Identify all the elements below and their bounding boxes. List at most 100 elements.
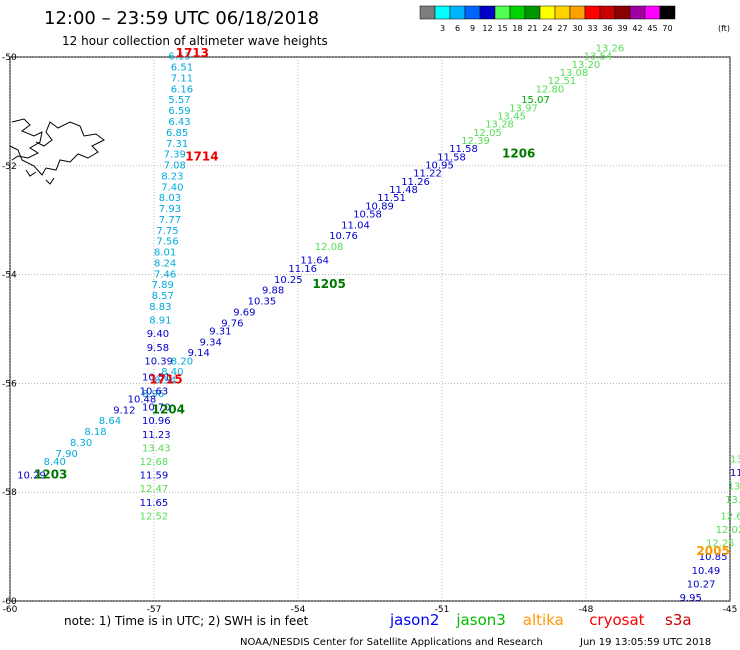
legend-swatch xyxy=(464,5,481,20)
wave-height-point: 8.01 xyxy=(154,248,176,259)
wave-height-point: 11.64 xyxy=(300,256,329,267)
time-label: 1713 xyxy=(176,46,209,60)
wave-height-point: 12.51 xyxy=(548,76,577,87)
legend-label: 18 xyxy=(512,24,522,33)
wave-height-point: 6.59 xyxy=(168,106,190,117)
wave-height-point: 10.85 xyxy=(699,552,728,563)
time-label: 1205 xyxy=(312,277,345,291)
legend-label: 3 xyxy=(440,24,445,33)
wave-height-point: 6.43 xyxy=(168,117,190,128)
legend-unit: (ft) xyxy=(718,24,730,33)
legend-swatch xyxy=(659,5,676,20)
wave-height-point: 10.63 xyxy=(140,386,169,397)
y-tick-label: -54 xyxy=(2,271,17,281)
wave-height-point: 10.76 xyxy=(329,231,358,242)
wave-height-point: 7.46 xyxy=(154,269,176,280)
legend-swatch xyxy=(629,5,646,20)
legend-label: 36 xyxy=(602,24,612,33)
wave-height-point: 12.25 xyxy=(706,539,735,550)
wave-height-point: 10.39 xyxy=(144,356,173,367)
y-tick-label: -58 xyxy=(2,488,17,498)
legend-swatch xyxy=(599,5,616,20)
wave-height-point: 13.90 xyxy=(725,495,740,506)
wave-height-point: 10.51 xyxy=(142,373,171,384)
wave-height-point: 6.85 xyxy=(166,128,188,139)
falkland-islands-landmass xyxy=(9,118,105,185)
wave-height-point: 9.14 xyxy=(188,348,210,359)
wave-height-point: 11.65 xyxy=(140,498,169,509)
legend-label: 39 xyxy=(617,24,627,33)
wave-height-point: 10.35 xyxy=(248,297,277,308)
time-labels-layer: 1713 1714 1715 1203 1204 1205 1206 2005 xyxy=(34,46,730,558)
legend-label: 27 xyxy=(557,24,567,33)
wave-height-point: 11. xyxy=(730,468,740,479)
wave-height-point: 9.31 xyxy=(209,326,231,337)
satellite-legend: jason2 jason3 altika cryosat s3a xyxy=(389,611,692,629)
satellite-label: s3a xyxy=(665,611,692,629)
wave-height-point: 11.48 xyxy=(389,185,418,196)
legend-label: 45 xyxy=(647,24,657,33)
wave-height-point: 10.29 xyxy=(17,471,46,482)
chart-title: 12:00 – 23:59 UTC 06/18/2018 xyxy=(44,8,319,29)
footer-credit: NOAA/NESDIS Center for Satellite Applica… xyxy=(240,637,543,648)
satellite-label: cryosat xyxy=(589,611,644,629)
wave-height-point: 7.90 xyxy=(56,449,78,460)
wave-height-point: 8.83 xyxy=(149,302,171,313)
wave-height-point: 8.03 xyxy=(159,193,181,204)
footer-note: note: 1) Time is in UTC; 2) SWH is in fe… xyxy=(64,614,309,628)
legend-label: 24 xyxy=(542,24,552,33)
wave-height-point: 13.28 xyxy=(485,120,514,131)
wave-height-point: 12.52 xyxy=(140,511,169,522)
wave-height-point: 8.24 xyxy=(154,258,176,269)
legend-swatch xyxy=(509,5,526,20)
wave-height-point: 10.58 xyxy=(353,209,382,220)
wave-height-point: 13.45 xyxy=(497,112,526,123)
time-label: 1203 xyxy=(34,468,67,482)
wave-height-point: 9.34 xyxy=(200,337,222,348)
wave-height-point: 12.62 xyxy=(720,511,740,522)
x-tick-label: -54 xyxy=(291,605,306,615)
wave-height-point: 10.89 xyxy=(365,201,394,212)
y-axis-ticks: -50 -52 -54 -56 -58 -60 xyxy=(2,53,17,607)
wave-height-point: 7.39 xyxy=(164,150,186,161)
time-label: 1714 xyxy=(185,149,218,163)
wave-height-point: 8.64 xyxy=(99,416,121,427)
wave-height-point: 10.95 xyxy=(425,161,454,172)
plot-frame xyxy=(9,56,731,602)
wave-height-point: 10.27 xyxy=(687,579,716,590)
time-label: 1206 xyxy=(502,147,535,161)
wave-height-point: 6.16 xyxy=(171,84,193,95)
wave-height-point: 8.57 xyxy=(152,291,174,302)
wave-height-point: 13.26 xyxy=(596,44,625,55)
wave-height-point: 12.02 xyxy=(716,525,740,536)
wave-height-point: 12.47 xyxy=(140,484,169,495)
wave-height-point: 15.07 xyxy=(521,95,550,106)
wave-height-point: 12.68 xyxy=(140,457,169,468)
y-tick-label: -56 xyxy=(2,379,17,389)
legend-label: 12 xyxy=(482,24,492,33)
wave-height-point: 7.31 xyxy=(166,139,188,150)
wave-height-point: 9.40 xyxy=(147,329,169,340)
y-tick-label: -50 xyxy=(2,53,17,63)
wave-height-point: 9.12 xyxy=(113,405,135,416)
wave-height-point: 11.26 xyxy=(401,177,430,188)
wave-height-point: 13.54 xyxy=(584,52,613,63)
legend-swatch xyxy=(449,5,466,20)
wave-height-point: 11.04 xyxy=(341,220,370,231)
time-label: 2005 xyxy=(696,544,729,558)
wave-height-point: 13.08 xyxy=(560,68,589,79)
legend-swatch xyxy=(524,5,541,20)
wave-height-point: 9.69 xyxy=(233,307,255,318)
legend-label: 21 xyxy=(527,24,537,33)
wave-height-point: 12.80 xyxy=(536,84,565,95)
wave-height-point: 11.16 xyxy=(288,264,317,275)
wave-height-point: 13.97 xyxy=(509,103,538,114)
wave-height-point: 8.96 xyxy=(142,389,164,400)
wave-height-point: 5.57 xyxy=(168,95,190,106)
observations-layer: 6.136.517.116.165.576.596.436.857.317.39… xyxy=(17,44,740,604)
wave-height-point: 11.22 xyxy=(413,169,442,180)
wave-height-point: 7.89 xyxy=(152,280,174,291)
x-tick-label: -57 xyxy=(147,605,162,615)
wave-height-point: 7.40 xyxy=(161,182,183,193)
